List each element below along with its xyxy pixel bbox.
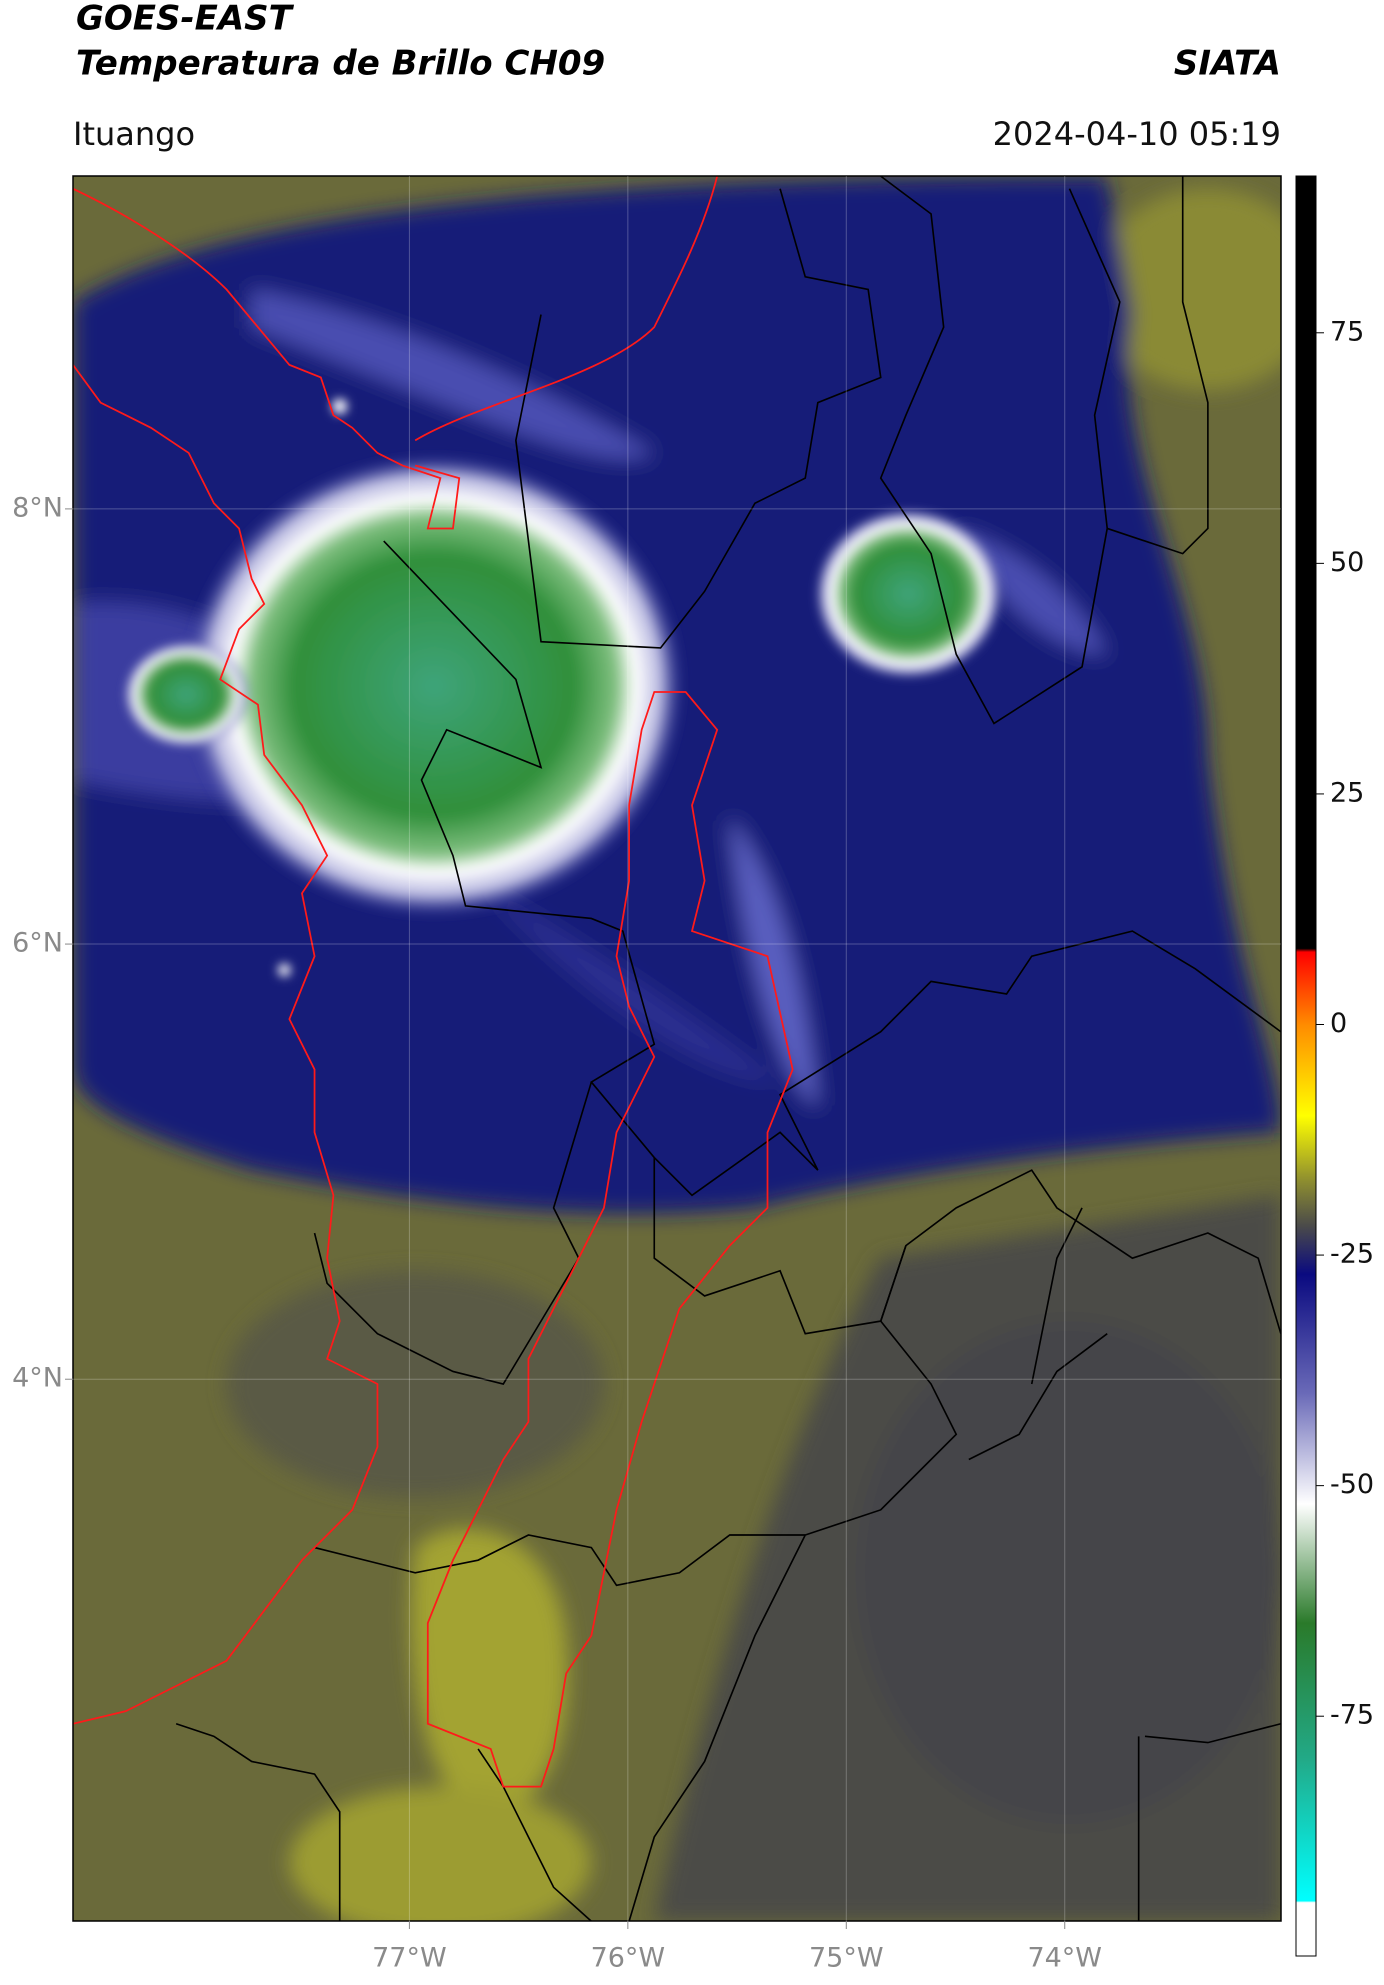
x-tick-label: 74°W <box>1027 1943 1102 1974</box>
y-tick-label: 4°N <box>12 1363 63 1394</box>
colorbar-tick-label: -75 <box>1330 1700 1374 1731</box>
x-tick-label: 75°W <box>809 1943 884 1974</box>
colorbar-tick-label: -25 <box>1330 1239 1374 1270</box>
title: GOES-EAST <box>76 0 295 39</box>
map-frame <box>72 175 1282 1922</box>
y-tick-label: 6°N <box>12 928 63 959</box>
x-tick-label: 76°W <box>591 1943 666 1974</box>
colorbar <box>1295 175 1317 1957</box>
colorbar-tick-label: 0 <box>1330 1008 1347 1039</box>
datetime: 2024-04-10 05:19 <box>993 115 1281 153</box>
satellite-image <box>73 176 1281 1921</box>
source: SIATA <box>1174 44 1281 84</box>
subtitle: Temperatura de Brillo CH09 <box>76 44 605 84</box>
y-tick-label: 8°N <box>12 492 63 523</box>
x-tick-label: 77°W <box>372 1943 447 1974</box>
location: Ituango <box>73 115 195 153</box>
colorbar-tick-label: 75 <box>1330 316 1364 347</box>
colorbar-tick-label: 25 <box>1330 777 1364 808</box>
colorbar-tick-label: -50 <box>1330 1469 1374 1500</box>
colorbar-tick-label: 50 <box>1330 547 1364 578</box>
